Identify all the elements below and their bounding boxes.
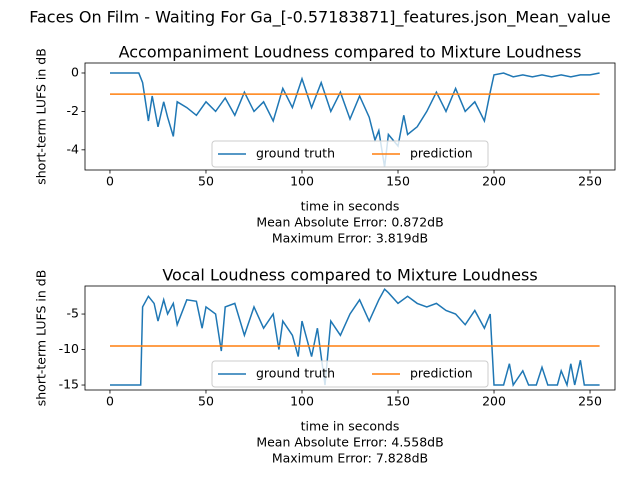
x-tick-label: 200	[482, 394, 506, 409]
y-tick-label: 0	[71, 64, 79, 79]
legend-box	[211, 140, 489, 168]
y-tick-label: -2	[67, 103, 79, 118]
y-axis-label: short-term LUFS in dB	[34, 270, 49, 407]
y-tick-label: -4	[67, 141, 80, 156]
line-series	[110, 287, 600, 388]
legend-box	[211, 360, 489, 388]
x-axis-label: Maximum Error: 7.828dB	[272, 451, 428, 466]
line-series	[110, 72, 600, 168]
x-tick-label: 100	[290, 394, 314, 409]
x-tick-label: 50	[198, 394, 214, 409]
y-tick-label: -5	[67, 306, 79, 321]
x-tick-label: 200	[482, 174, 506, 189]
x-axis-label: time in seconds	[301, 419, 400, 434]
legend-label: prediction	[410, 366, 473, 381]
x-tick-label: 100	[290, 174, 314, 189]
y-axis-label: short-term LUFS in dB	[34, 48, 49, 185]
axes-frame	[84, 285, 616, 391]
legend-label: prediction	[410, 146, 473, 161]
y-tick-label: -15	[59, 377, 79, 392]
x-axis-label: Mean Absolute Error: 0.872dB	[256, 215, 443, 230]
legend-label: ground truth	[256, 146, 335, 161]
axes-title: Accompaniment Loudness compared to Mixtu…	[119, 43, 582, 62]
x-axis-label: Maximum Error: 3.819dB	[272, 231, 428, 246]
x-tick-label: 50	[198, 174, 214, 189]
x-tick-label: 150	[386, 394, 410, 409]
axes-frame	[84, 62, 616, 171]
x-tick-label: 150	[386, 174, 410, 189]
figure-title: Faces On Film - Waiting For Ga_[-0.57183…	[29, 8, 610, 28]
x-tick-label: 250	[578, 394, 602, 409]
x-tick-label: 250	[578, 174, 602, 189]
y-tick-label: -10	[59, 341, 79, 356]
x-axis-label: Mean Absolute Error: 4.558dB	[256, 435, 443, 450]
x-axis-label: time in seconds	[301, 199, 400, 214]
axes-title: Vocal Loudness compared to Mixture Loudn…	[162, 266, 537, 285]
x-tick-label: 0	[106, 394, 114, 409]
x-tick-label: 0	[106, 174, 114, 189]
legend-label: ground truth	[256, 366, 335, 381]
